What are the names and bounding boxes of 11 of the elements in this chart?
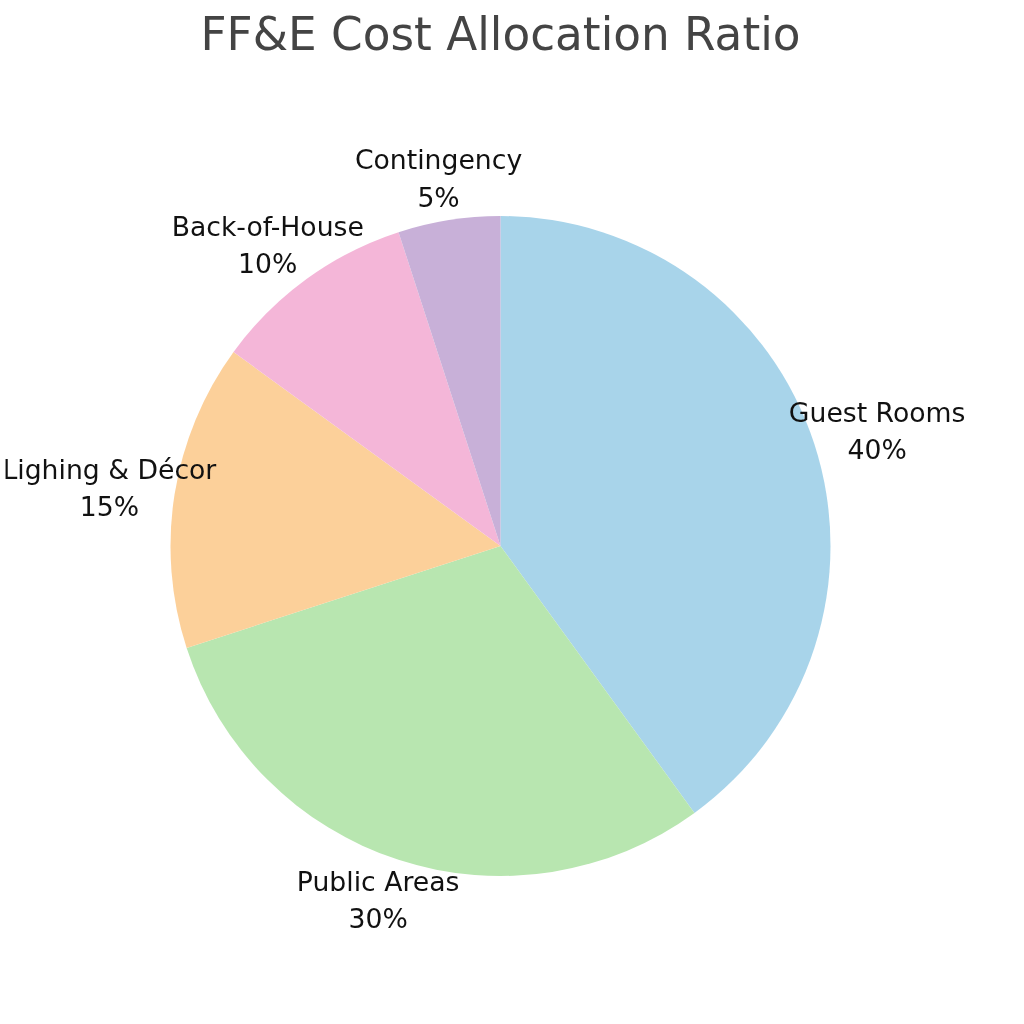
- slice-label: Back-of-House: [171, 210, 364, 242]
- data-label: 40%: [847, 434, 907, 466]
- data-label: 5%: [417, 181, 460, 213]
- slice-label: Lighing & Décor: [2, 453, 217, 485]
- data-label: 30%: [348, 902, 408, 934]
- slice-label: Public Areas: [296, 865, 460, 897]
- data-label: 10%: [238, 248, 298, 280]
- slice-label: Contingency: [354, 144, 523, 176]
- data-label: 15%: [79, 490, 139, 522]
- chart-title: FF&E Cost Allocation Ratio: [200, 7, 801, 61]
- slice-label: Guest Rooms: [788, 396, 966, 428]
